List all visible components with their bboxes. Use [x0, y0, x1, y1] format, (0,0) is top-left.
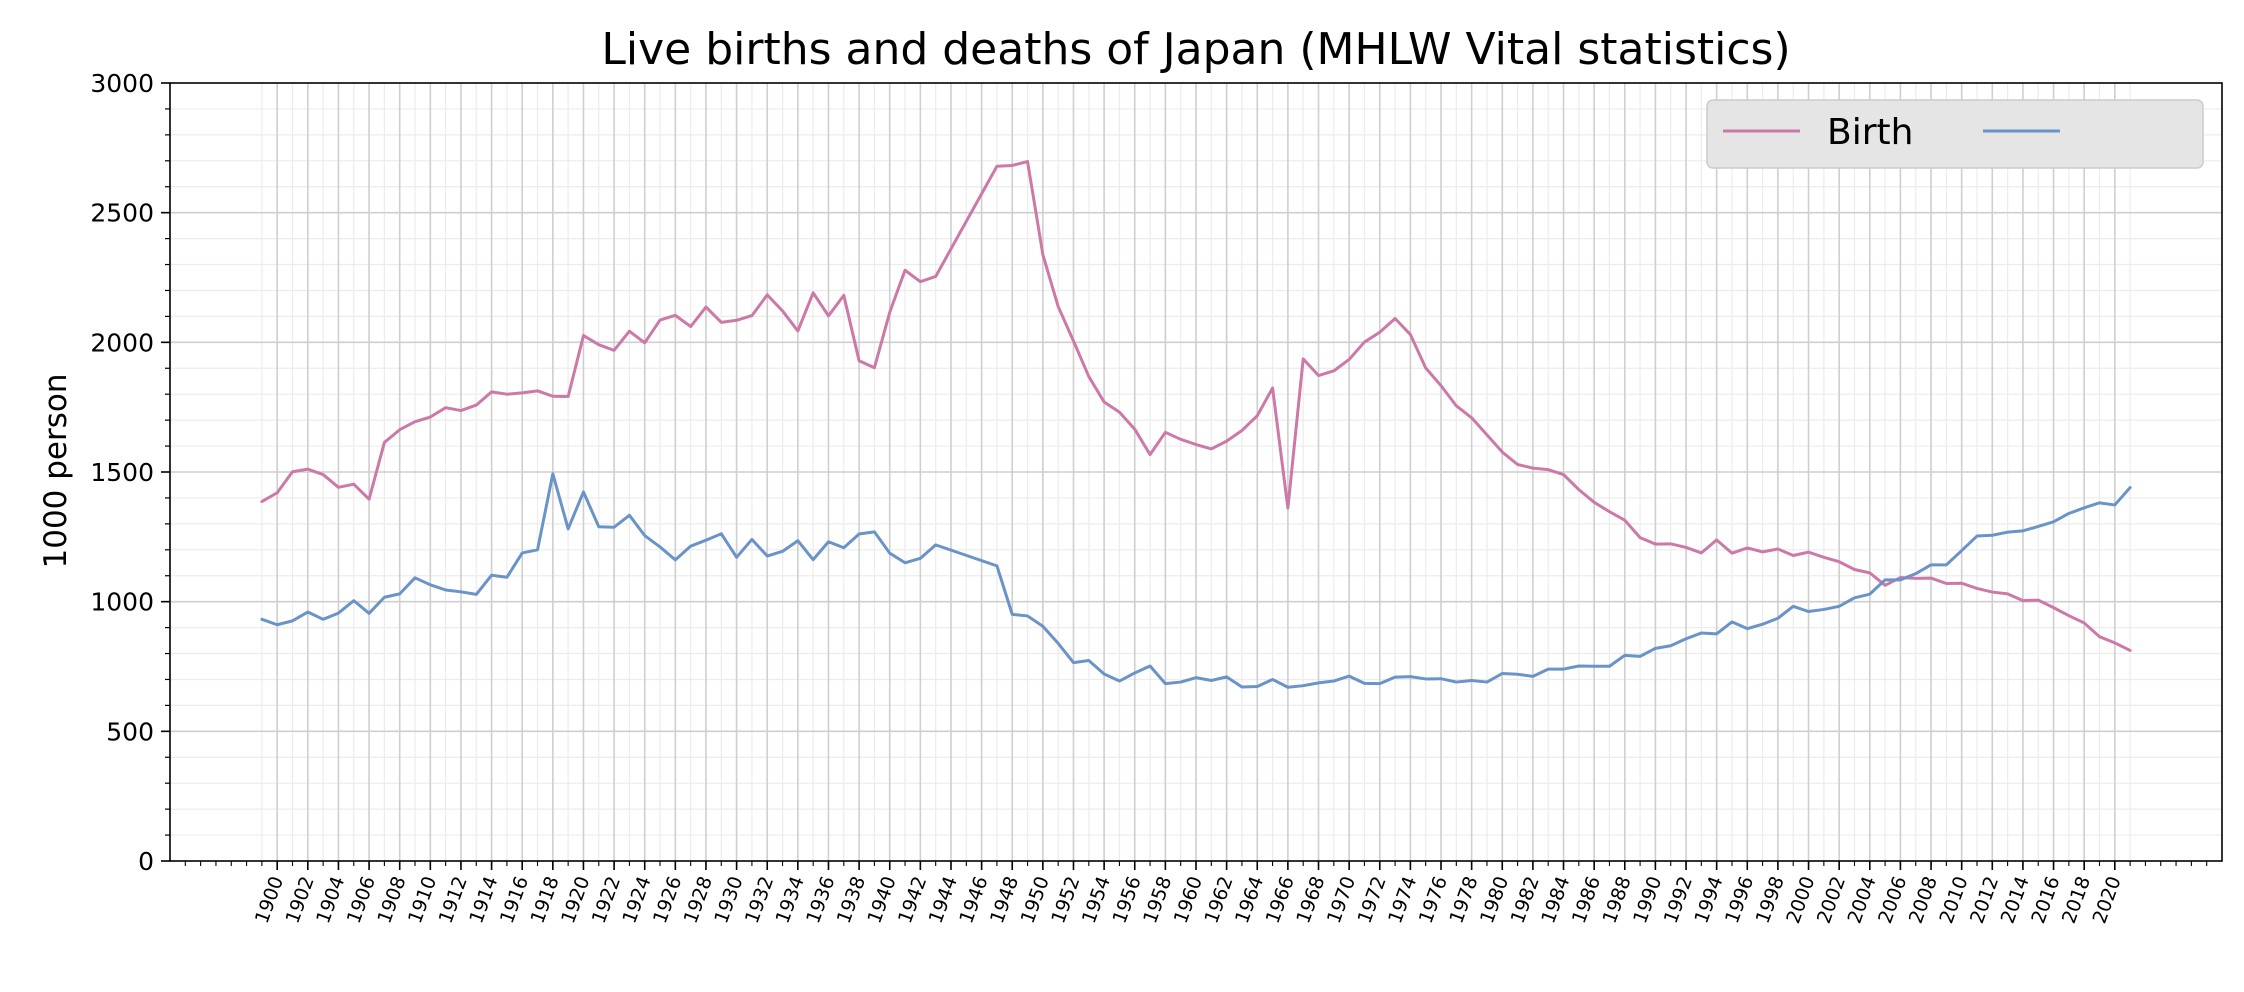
y-tick-label: 3000 [90, 69, 154, 98]
y-tick-label: 1500 [90, 458, 154, 487]
series-line-birth [260, 160, 2132, 652]
y-tick-label: 500 [106, 717, 154, 746]
legend-box [1706, 99, 2204, 169]
chart-title: Live births and deaths of Japan (MHLW Vi… [601, 24, 1790, 75]
series-layer [260, 160, 2132, 689]
legend-label-birth: Birth [1827, 112, 1913, 153]
series-line-second [260, 472, 2132, 689]
y-tick-label: 2500 [90, 199, 154, 228]
y-axis-label: 1000 person [38, 373, 74, 568]
legend: Birth [1706, 99, 2204, 169]
y-tick-label: 1000 [90, 588, 154, 617]
y-tick-label: 0 [138, 847, 154, 876]
major-gridlines [170, 83, 2222, 861]
y-tick-label: 2000 [90, 328, 154, 357]
y-axis-ticks: 0 500 1000 1500 2000 2500 3000 [90, 69, 170, 876]
